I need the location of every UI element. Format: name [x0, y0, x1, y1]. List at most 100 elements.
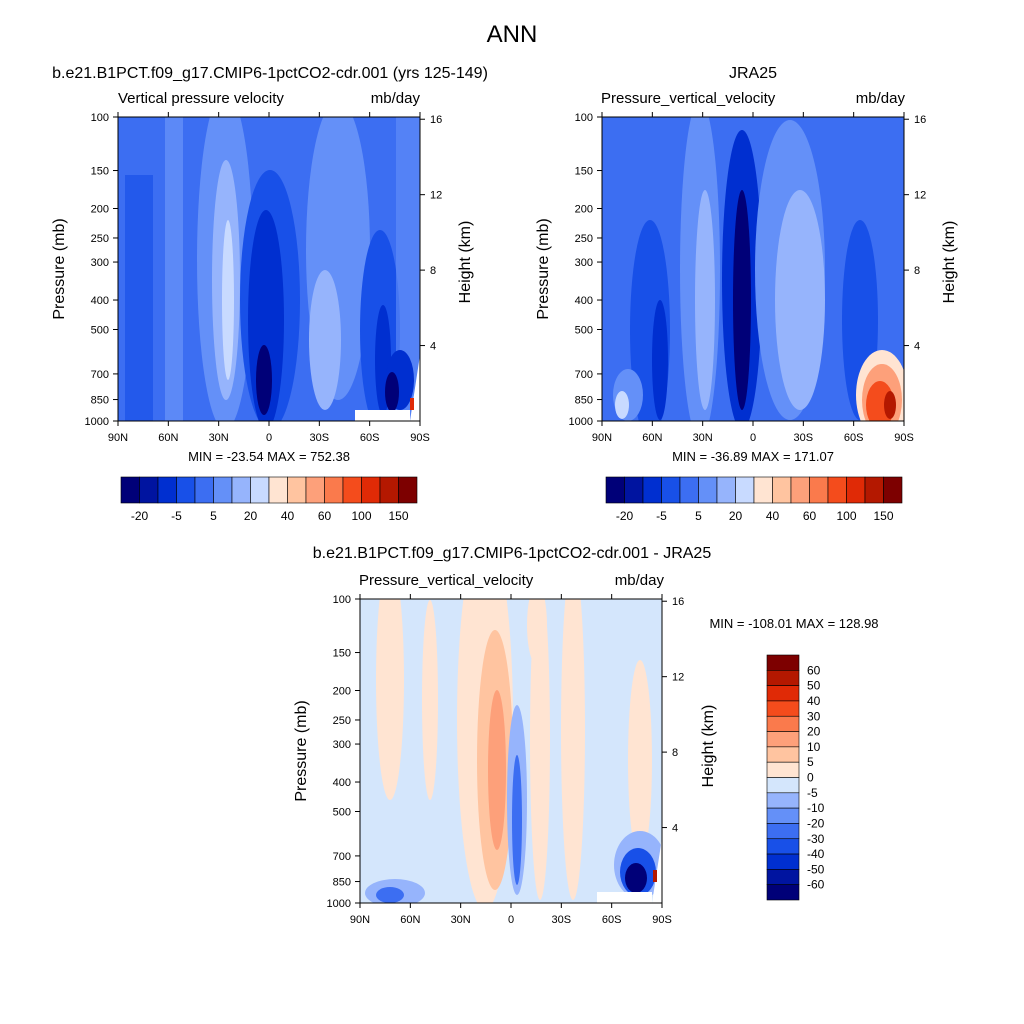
colorbar-box — [766, 685, 800, 702]
colorbar-box — [766, 838, 800, 855]
y-left-label: Pressure (mb) — [51, 218, 68, 319]
x-tick-label: 30N — [693, 432, 713, 444]
variable-label: Pressure_vertical_velocity — [359, 572, 534, 589]
y-tick-label: 850 — [575, 395, 593, 407]
colorbar-box — [766, 700, 800, 717]
colorbar-label: 20 — [729, 509, 743, 523]
y-tick-label: 200 — [333, 686, 351, 698]
units-label: mb/day — [615, 572, 665, 589]
colorbar-label: 5 — [210, 509, 217, 523]
colorbar-box — [766, 731, 800, 748]
y-tick-label: 100 — [333, 594, 351, 606]
x-tick-label: 30S — [794, 432, 814, 444]
y-tick-label: 400 — [333, 777, 351, 789]
colorbar-box — [766, 884, 800, 901]
colorbar-label: -5 — [171, 509, 182, 523]
colorbar-box — [379, 476, 399, 504]
y-tick-label: 1000 — [569, 416, 593, 428]
x-tick-label: 60S — [360, 432, 380, 444]
colorbar-box — [766, 777, 800, 794]
colorbar-label: 60 — [803, 509, 817, 523]
colorbar-box — [661, 476, 681, 504]
colorbar-label: 5 — [807, 755, 814, 769]
height-tick-label: 16 — [914, 114, 926, 126]
y-tick-label: 300 — [333, 739, 351, 751]
y-tick-label: 250 — [333, 715, 351, 727]
y-tick-label: 200 — [91, 204, 109, 216]
colorbar-label: -20 — [131, 509, 149, 523]
colorbar-box — [642, 476, 662, 504]
y-tick-label: 500 — [91, 324, 109, 336]
colorbar-label: 100 — [836, 509, 856, 523]
colorbar-box — [157, 476, 177, 504]
x-tick-label: 60S — [602, 914, 622, 926]
colorbar-box — [287, 476, 307, 504]
height-tick-label: 4 — [672, 823, 678, 835]
y-right-label: Height (km) — [700, 705, 717, 788]
colorbar-label: -40 — [807, 847, 825, 861]
colorbar-label: 50 — [807, 679, 821, 693]
colorbar-box — [342, 476, 362, 504]
colorbar-box — [213, 476, 233, 504]
y-tick-label: 500 — [575, 324, 593, 336]
x-tick-label: 90S — [652, 914, 672, 926]
x-tick-label: 30S — [552, 914, 572, 926]
colorbar-box — [766, 761, 800, 778]
y-left-label: Pressure (mb) — [293, 700, 310, 801]
colorbar-box — [766, 869, 800, 885]
variable-label: Pressure_vertical_velocity — [601, 90, 776, 107]
colorbar-box — [766, 715, 800, 732]
y-tick-label: 500 — [333, 806, 351, 818]
colorbar-box — [766, 823, 800, 840]
colorbar-box — [698, 476, 718, 504]
colorbar-box — [864, 476, 884, 504]
colorbar-box — [766, 792, 800, 809]
panel-title: b.e21.B1PCT.f09_g17.CMIP6-1pctCO2-cdr.00… — [313, 545, 712, 562]
colorbar-box — [735, 476, 755, 504]
variable-label: Vertical pressure velocity — [118, 90, 284, 107]
y-tick-label: 100 — [91, 112, 109, 124]
colorbar-box — [624, 476, 644, 504]
y-tick-label: 300 — [91, 257, 109, 269]
colorbar-box — [766, 654, 800, 671]
colorbar-box — [605, 476, 625, 504]
colorbar-label: 10 — [807, 740, 821, 754]
colorbar-label: 20 — [807, 725, 821, 739]
colorbar: -20 -5 5 20 40 60 100 150 — [605, 476, 903, 523]
colorbar-box — [268, 476, 288, 504]
height-tick-label: 16 — [672, 596, 684, 608]
colorbar-box — [753, 476, 773, 504]
colorbar-label: 40 — [281, 509, 295, 523]
colorbar-label: 5 — [695, 509, 702, 523]
y-tick-label: 850 — [333, 877, 351, 889]
axes: 90N 60N 30N 0 30S 60S 90S 100 150 200 250 300 400 500… — [327, 594, 684, 926]
height-tick-label: 8 — [672, 747, 678, 759]
colorbar-label: -5 — [807, 786, 818, 800]
height-tick-label: 16 — [430, 114, 442, 126]
y-tick-label: 400 — [91, 295, 109, 307]
units-label: mb/day — [856, 90, 906, 107]
colorbar-box — [250, 476, 270, 504]
colorbar-box — [194, 476, 214, 504]
colorbar-box — [766, 670, 800, 686]
colorbar-label: -50 — [807, 862, 825, 876]
x-tick-label: 90S — [894, 432, 914, 444]
colorbar-label: -20 — [807, 816, 825, 830]
colorbar-box — [361, 476, 381, 504]
colorbar-label: 40 — [807, 694, 821, 708]
figure-title: ANN — [487, 21, 538, 48]
min-max-stats: MIN = -108.01 MAX = 128.98 — [709, 616, 878, 631]
y-tick-label: 1000 — [327, 898, 351, 910]
units-label: mb/day — [371, 90, 421, 107]
x-tick-label: 90N — [592, 432, 612, 444]
colorbar-label: 40 — [766, 509, 780, 523]
colorbar-box — [176, 476, 196, 504]
colorbar-label: 150 — [388, 509, 408, 523]
y-right-label: Height (km) — [941, 221, 958, 304]
colorbar: -20 -5 5 20 40 60 100 150 — [120, 476, 418, 523]
height-tick-label: 4 — [914, 341, 920, 353]
panel-title: JRA25 — [729, 65, 777, 82]
height-tick-label: 8 — [914, 265, 920, 277]
colorbar-box — [324, 476, 344, 504]
